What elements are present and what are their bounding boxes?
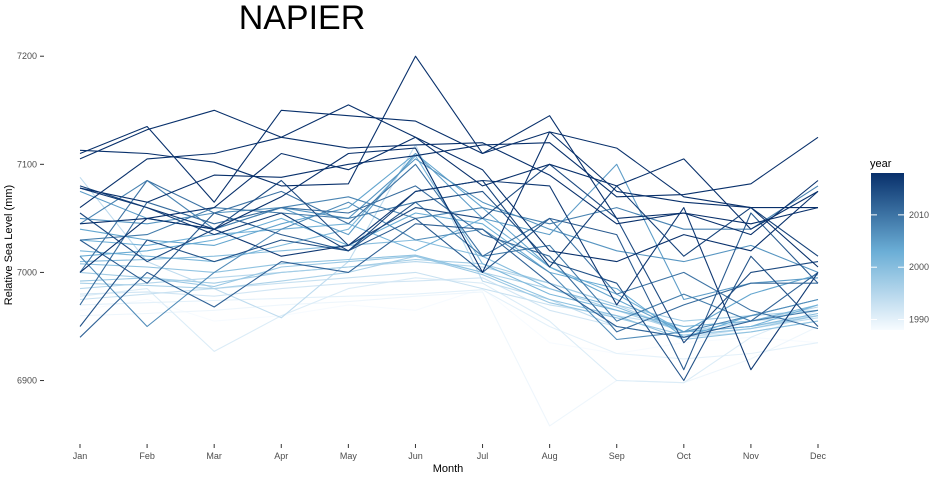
y-tick-label: 7100 — [17, 159, 37, 169]
series-line-1998 — [79, 255, 819, 336]
x-tick-label: Mar — [206, 451, 222, 461]
x-tick-label: Aug — [542, 451, 558, 461]
x-tick-label: Sep — [609, 451, 625, 461]
series-line-2011 — [79, 185, 818, 333]
y-axis: 6900 7000 7100 7200 — [17, 51, 44, 386]
x-axis: Jan Feb Mar Apr May Jun Jul Aug Sep Oct Nov Dec — [73, 444, 827, 461]
colorbar-tick-label: 2010 — [909, 210, 929, 220]
series-line-1999 — [79, 254, 819, 341]
series-line-2024 — [79, 136, 819, 203]
x-tick-label: Apr — [274, 451, 288, 461]
legend-title: year — [870, 158, 892, 170]
series-lines — [79, 55, 819, 427]
series-line-1997 — [79, 258, 819, 322]
series-line-2014 — [79, 190, 819, 382]
x-axis-title: Month — [433, 463, 464, 475]
colorbar-tick-label: 1990 — [909, 315, 929, 325]
colorbar-tick-label: 2000 — [909, 262, 929, 272]
y-tick-label: 7000 — [17, 267, 37, 277]
x-tick-label: Dec — [810, 451, 827, 461]
x-tick-label: Feb — [139, 451, 155, 461]
series-line-2023 — [79, 55, 818, 209]
series-line-2015 — [79, 163, 819, 344]
series-line-2003 — [79, 212, 819, 338]
x-tick-label: Jul — [477, 451, 489, 461]
x-tick-label: Jan — [73, 451, 88, 461]
colorbar — [871, 173, 904, 330]
legend: year 1990 2000 2010 — [870, 158, 929, 330]
series-line-2022 — [79, 104, 819, 230]
series-line-2009 — [79, 201, 819, 322]
series-line-2020 — [79, 136, 819, 236]
series-line-2017 — [79, 179, 819, 371]
series-line-2018 — [79, 131, 819, 273]
x-tick-label: Nov — [743, 451, 760, 461]
series-line-2013 — [79, 212, 819, 371]
x-tick-label: Oct — [677, 451, 692, 461]
series-line-2012 — [79, 223, 819, 338]
series-line-2006 — [79, 158, 819, 273]
colorbar-ticks: 1990 2000 2010 — [871, 210, 929, 325]
series-line-2007 — [79, 201, 819, 341]
series-line-2021 — [79, 109, 819, 225]
series-line-1989 — [79, 291, 819, 427]
chart-title: NAPIER — [239, 0, 366, 37]
y-tick-label: 6900 — [17, 376, 37, 386]
x-tick-label: May — [340, 451, 358, 461]
series-line-2019 — [79, 136, 819, 263]
x-tick-label: Jun — [408, 451, 423, 461]
y-tick-label: 7200 — [17, 51, 37, 61]
series-line-1988 — [79, 288, 819, 355]
y-axis-title: Relative Sea Level (mm) — [3, 185, 15, 305]
